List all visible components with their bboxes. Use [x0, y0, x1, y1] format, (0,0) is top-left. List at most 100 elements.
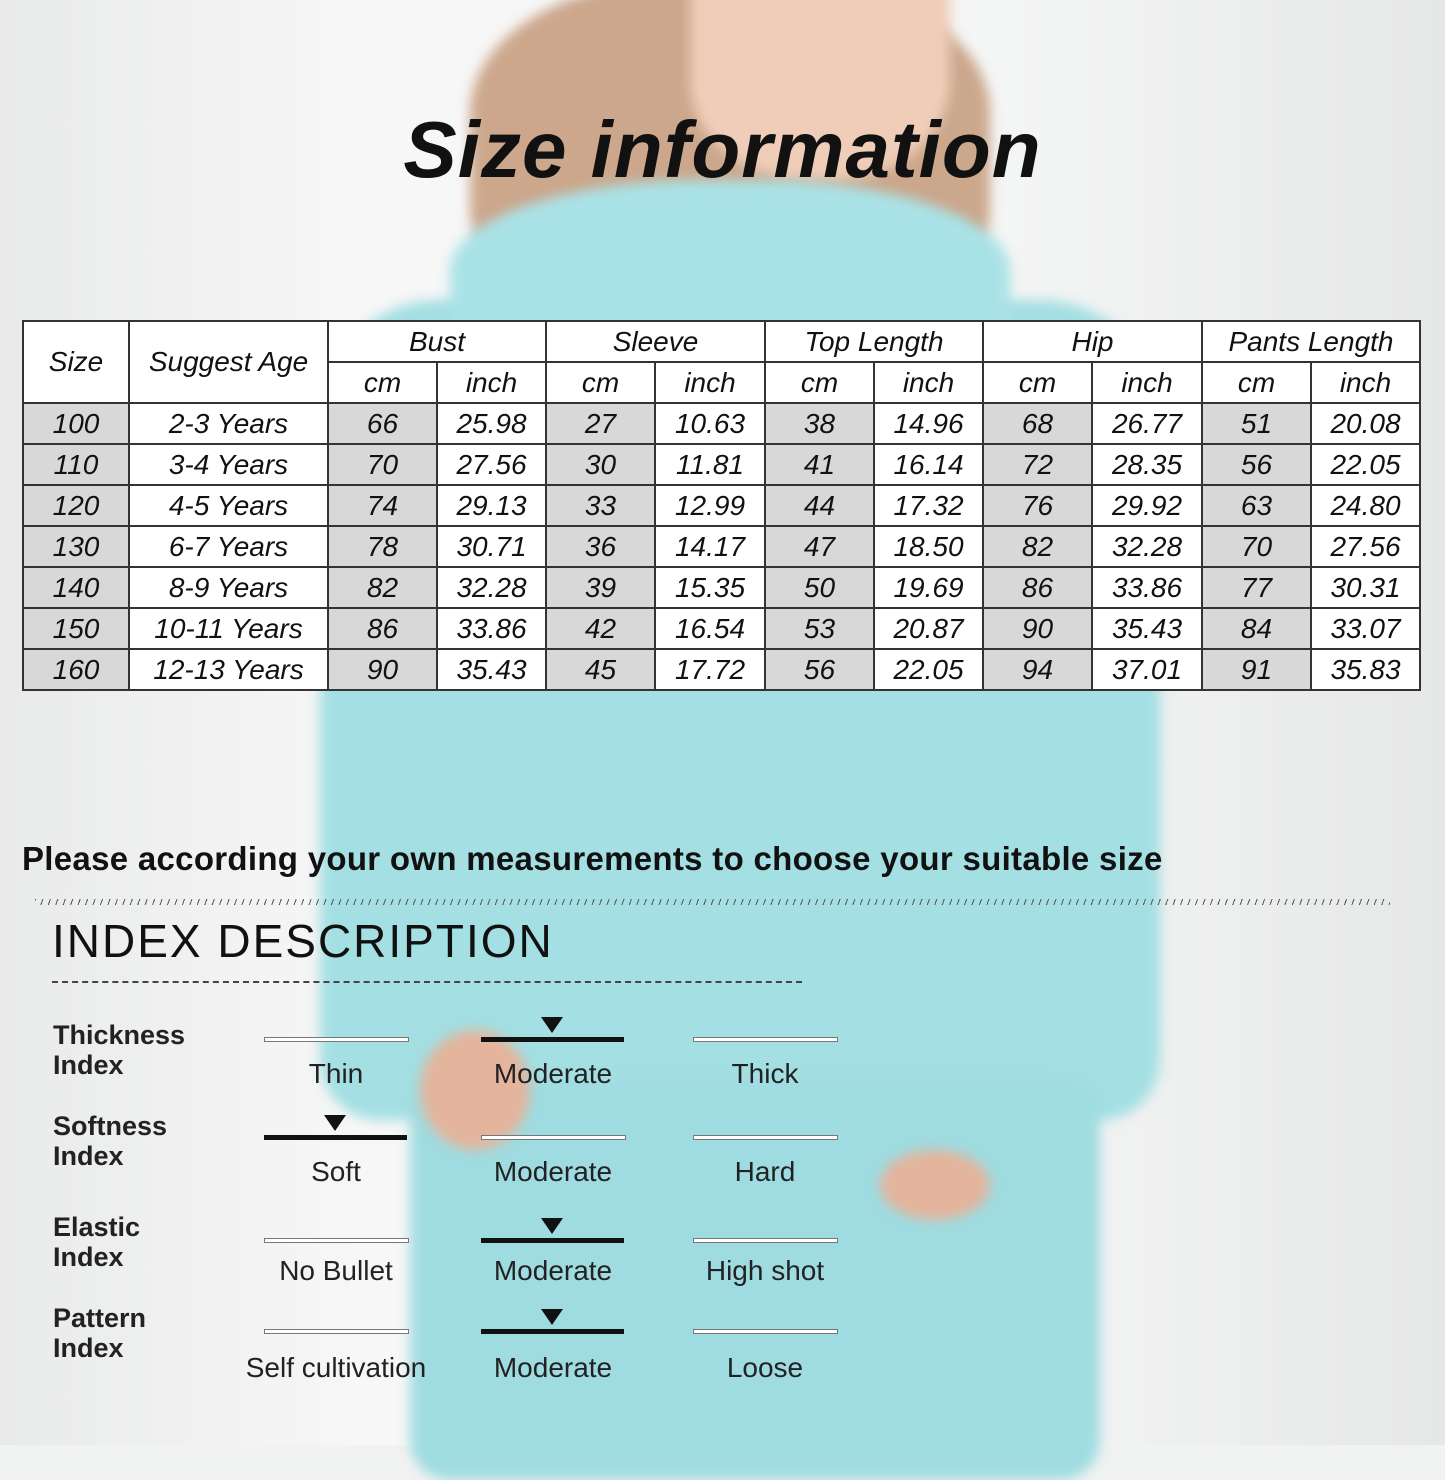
table-cell: 63	[1201, 484, 1312, 527]
table-cell: 30	[545, 443, 656, 486]
unit-cm: cm	[1201, 361, 1312, 404]
index-option: Self cultivation	[245, 1352, 427, 1383]
table-cell: 94	[982, 648, 1093, 691]
index-bar	[481, 1135, 626, 1140]
table-row: 130 6-7 Years 78 30.71 36 14.17 47 18.50 82 32.28…	[22, 525, 1421, 568]
table-cell: 16.14	[873, 443, 984, 486]
index-option: Thick	[731, 1058, 799, 1089]
table-cell: 11.81	[654, 443, 766, 486]
table-cell: 140	[22, 566, 130, 609]
triangle-marker-icon	[541, 1309, 563, 1325]
table-cell: 86	[327, 607, 438, 650]
table-cell: 27.56	[436, 443, 547, 486]
index-option: No Bullet	[279, 1255, 393, 1286]
index-bar-selected	[481, 1238, 624, 1243]
header-size: Size	[22, 320, 130, 404]
index-label: Softness Index	[53, 1111, 167, 1171]
header-age: Suggest Age	[128, 320, 329, 404]
table-cell: 15.35	[654, 566, 766, 609]
table-cell: 14.17	[654, 525, 766, 568]
table-cell: 77	[1201, 566, 1312, 609]
table-cell: 51	[1201, 402, 1312, 445]
index-option: Soft	[311, 1156, 361, 1187]
header-group: Hip	[982, 320, 1203, 363]
table-cell: 2-3 Years	[128, 402, 329, 445]
unit-cm: cm	[764, 361, 875, 404]
table-cell: 82	[982, 525, 1093, 568]
unit-inch: inch	[1310, 361, 1421, 404]
triangle-marker-icon	[324, 1115, 346, 1131]
table-cell: 74	[327, 484, 438, 527]
table-cell: 35.83	[1310, 648, 1421, 691]
table-cell: 30.71	[436, 525, 547, 568]
table-row: 100 2-3 Years 66 25.98 27 10.63 38 14.96 68 26.77…	[22, 402, 1421, 445]
hand	[880, 1150, 990, 1220]
index-option: Loose	[726, 1352, 804, 1383]
table-cell: 41	[764, 443, 875, 486]
index-bar	[264, 1238, 409, 1243]
table-cell: 44	[764, 484, 875, 527]
header-group: Pants Length	[1201, 320, 1421, 363]
index-label-line: Softness	[53, 1111, 168, 1141]
hand	[420, 1030, 530, 1150]
index-option: Hard	[734, 1156, 796, 1187]
table-cell: 4-5 Years	[128, 484, 329, 527]
table-cell: 33	[545, 484, 656, 527]
index-option: Moderate	[493, 1255, 613, 1286]
index-bar	[264, 1329, 409, 1334]
table-cell: 32.28	[436, 566, 547, 609]
index-bar-selected	[481, 1037, 624, 1042]
size-note: Please according your own measurements t…	[22, 840, 1163, 877]
table-cell: 150	[22, 607, 130, 650]
table-cell: 27.56	[1310, 525, 1421, 568]
table-cell: 90	[327, 648, 438, 691]
table-cell: 91	[1201, 648, 1312, 691]
table-cell: 33.86	[1091, 566, 1203, 609]
size-table: Size Suggest Age Bust Sleeve Top Length Hip Pa…	[22, 320, 1421, 691]
index-title: INDEX DESCRIPTION	[52, 915, 554, 967]
table-cell: 78	[327, 525, 438, 568]
index-label-line: Pattern	[53, 1303, 147, 1333]
table-cell: 26.77	[1091, 402, 1203, 445]
index-label-line: Thickness	[53, 1020, 186, 1050]
table-cell: 110	[22, 443, 130, 486]
index-label-line: Index	[53, 1050, 124, 1080]
table-cell: 100	[22, 402, 130, 445]
index-label: Thickness Index	[53, 1020, 185, 1080]
index-option: Thin	[308, 1058, 364, 1089]
table-cell: 30.31	[1310, 566, 1421, 609]
table-cell: 68	[982, 402, 1093, 445]
header-group: Top Length	[764, 320, 984, 363]
table-cell: 8-9 Years	[128, 566, 329, 609]
index-label-line: Elastic	[53, 1212, 141, 1242]
table-cell: 27	[545, 402, 656, 445]
table-cell: 39	[545, 566, 656, 609]
table-row: 140 8-9 Years 82 32.28 39 15.35 50 19.69 86 33.86…	[22, 566, 1421, 609]
index-bar-selected	[481, 1329, 624, 1334]
unit-cm: cm	[327, 361, 438, 404]
table-cell: 16.54	[654, 607, 766, 650]
index-bar	[693, 1037, 838, 1042]
table-cell: 25.98	[436, 402, 547, 445]
table-cell: 36	[545, 525, 656, 568]
table-cell: 90	[982, 607, 1093, 650]
header-group: Bust	[327, 320, 547, 363]
unit-cm: cm	[982, 361, 1093, 404]
table-cell: 70	[1201, 525, 1312, 568]
index-bar	[693, 1135, 838, 1140]
pants	[410, 1080, 1100, 1480]
index-label-line: Index	[53, 1333, 124, 1363]
table-cell: 37.01	[1091, 648, 1203, 691]
table-cell: 29.13	[436, 484, 547, 527]
table-cell: 28.35	[1091, 443, 1203, 486]
table-cell: 3-4 Years	[128, 443, 329, 486]
table-cell: 22.05	[873, 648, 984, 691]
table-cell: 22.05	[1310, 443, 1421, 486]
table-cell: 70	[327, 443, 438, 486]
table-cell: 50	[764, 566, 875, 609]
triangle-marker-icon	[541, 1017, 563, 1033]
unit-cm: cm	[545, 361, 656, 404]
index-option: Moderate	[493, 1352, 613, 1383]
table-row: 160 12-13 Years 90 35.43 45 17.72 56 22.05 94 37.…	[22, 648, 1421, 691]
